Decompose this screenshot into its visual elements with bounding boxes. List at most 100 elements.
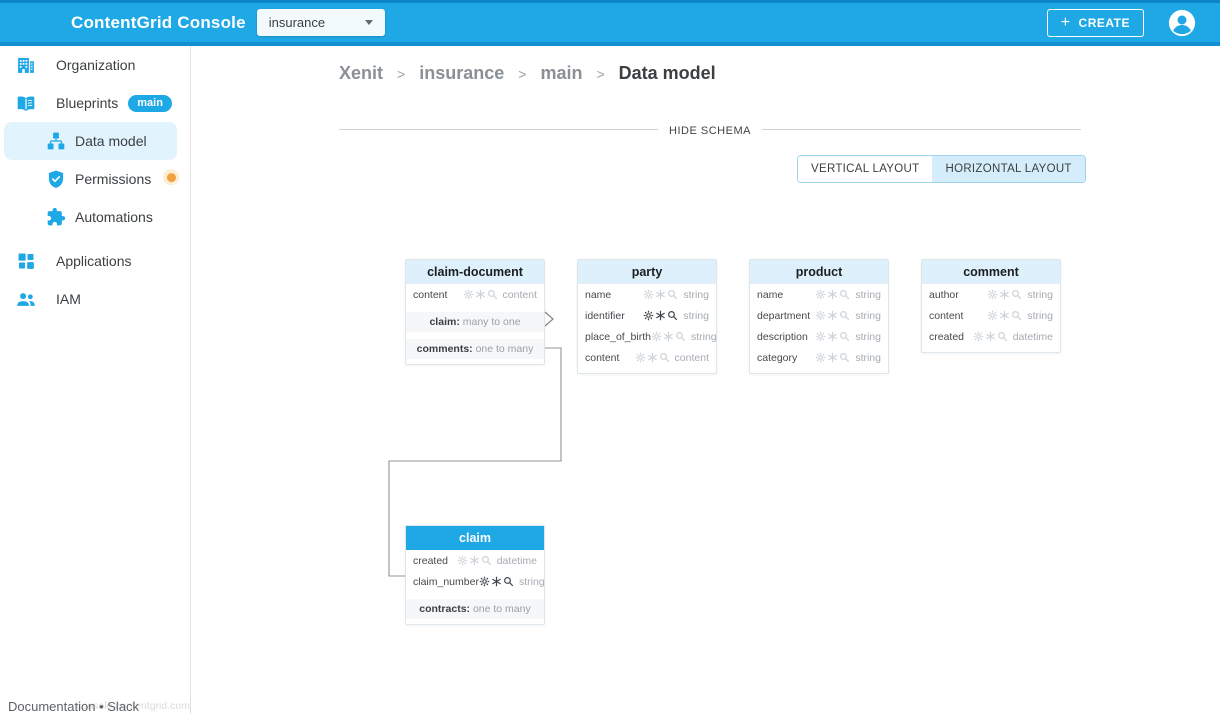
attribute-type: string	[1027, 309, 1053, 322]
entity-title[interactable]: party	[578, 260, 716, 284]
attribute-row-name[interactable]: name string	[750, 284, 888, 305]
asterisk-icon	[827, 352, 838, 363]
attribute-row-place_of_birth[interactable]: place_of_birth string	[578, 326, 717, 347]
attribute-flags	[815, 352, 850, 363]
entity-title[interactable]: claim-document	[406, 260, 544, 284]
book-icon	[16, 93, 36, 113]
hide-schema-button[interactable]: HIDE SCHEMA	[658, 125, 762, 137]
puzzle-icon	[46, 207, 66, 227]
relation-row-comments[interactable]: comments: one to many	[406, 339, 544, 359]
apps-icon	[16, 251, 36, 271]
entity-card-comment[interactable]: comment author string content string created d…	[921, 259, 1061, 353]
attribute-row-content[interactable]: content string	[922, 305, 1060, 326]
relation-row-contracts[interactable]: contracts: one to many	[406, 599, 544, 619]
slack-link[interactable]: Slack	[107, 699, 140, 714]
gear-icon	[987, 289, 998, 300]
gear-icon	[815, 352, 826, 363]
create-button[interactable]: + CREATE	[1046, 8, 1144, 37]
project-selector-dropdown[interactable]: insurance	[256, 9, 385, 36]
entity-title[interactable]: product	[750, 260, 888, 284]
breadcrumb-item-data-model: Data model	[618, 63, 716, 83]
magnifier-icon	[1011, 289, 1022, 300]
entity-card-claim[interactable]: claim created datetime claim_number string co…	[405, 525, 545, 625]
gear-icon	[987, 310, 998, 321]
schema-divider: HIDE SCHEMA	[339, 121, 1081, 138]
magnifier-icon	[675, 331, 686, 342]
asterisk-icon	[475, 289, 486, 300]
attribute-row-department[interactable]: department string	[750, 305, 888, 326]
attribute-name: author	[929, 288, 959, 301]
attribute-flags	[815, 289, 850, 300]
bullet-separator: •	[99, 699, 104, 714]
entity-card-party[interactable]: party name string identifier string place_of_…	[577, 259, 717, 374]
breadcrumb-item-main[interactable]: main	[540, 63, 583, 83]
attribute-type: string	[518, 575, 545, 588]
sidebar-item-permissions[interactable]: Permissions	[0, 160, 190, 198]
connector-arrow-icon	[544, 311, 554, 327]
attribute-row-description[interactable]: description string	[750, 326, 888, 347]
documentation-link[interactable]: Documentation	[8, 699, 96, 714]
attribute-flags	[987, 289, 1022, 300]
attribute-type: string	[1027, 288, 1053, 301]
entity-card-claim-document[interactable]: claim-document content content claim: many …	[405, 259, 545, 365]
sidebar-item-label: Blueprints	[56, 95, 119, 111]
user-avatar[interactable]	[1167, 8, 1197, 38]
gear-icon	[457, 555, 468, 566]
gear-icon	[643, 310, 654, 321]
relation-cardinality: many to one	[459, 316, 521, 328]
attribute-row-created[interactable]: created datetime	[922, 326, 1060, 347]
relation-row-claim[interactable]: claim: many to one	[406, 312, 544, 332]
attribute-row-category[interactable]: category string	[750, 347, 888, 368]
sidebar-item-label: Permissions	[75, 171, 152, 187]
asterisk-icon	[985, 331, 996, 342]
gear-icon	[635, 352, 646, 363]
asterisk-icon	[655, 289, 666, 300]
sidebar-item-applications[interactable]: Applications	[0, 242, 190, 280]
breadcrumb-item-xenit[interactable]: Xenit	[339, 63, 384, 83]
magnifier-icon	[997, 331, 1008, 342]
chevron-right-icon: >	[596, 65, 605, 82]
chevron-down-icon	[364, 20, 373, 25]
magnifier-icon	[481, 555, 492, 566]
breadcrumb-item-insurance[interactable]: insurance	[419, 63, 505, 83]
attribute-flags	[973, 331, 1008, 342]
attribute-row-identifier[interactable]: identifier string	[578, 305, 716, 326]
asterisk-icon	[663, 331, 674, 342]
sidebar-item-data-model[interactable]: Data model	[4, 122, 177, 160]
chevron-right-icon: >	[518, 65, 527, 82]
attribute-flags	[815, 331, 850, 342]
attribute-row-content[interactable]: content content	[578, 347, 716, 368]
gear-icon	[973, 331, 984, 342]
entity-title[interactable]: claim	[406, 526, 544, 550]
entity-title[interactable]: comment	[922, 260, 1060, 284]
attribute-row-created[interactable]: created datetime	[406, 550, 544, 571]
magnifier-icon	[667, 289, 678, 300]
attribute-row-author[interactable]: author string	[922, 284, 1060, 305]
avatar-icon	[1168, 9, 1196, 36]
attribute-type: content	[502, 288, 537, 301]
asterisk-icon	[827, 289, 838, 300]
gear-icon	[479, 576, 490, 587]
relation-name: claim:	[429, 316, 460, 328]
sidebar-item-label: Applications	[56, 253, 132, 269]
relation-name: contracts:	[419, 603, 471, 615]
entity-card-product[interactable]: product name string department string descrip…	[749, 259, 889, 374]
hierarchy-icon	[46, 131, 66, 151]
vertical-layout-button[interactable]: VERTICAL LAYOUT	[798, 156, 933, 182]
horizontal-layout-button[interactable]: HORIZONTAL LAYOUT	[932, 156, 1085, 182]
attribute-row-content[interactable]: content content	[406, 284, 544, 305]
sidebar-item-organization[interactable]: Organization	[0, 46, 190, 84]
sidebar-item-iam[interactable]: IAM	[0, 280, 190, 318]
asterisk-icon	[999, 289, 1010, 300]
gear-icon	[643, 289, 654, 300]
attribute-type: string	[855, 309, 881, 322]
sidebar-item-blueprints[interactable]: Blueprints main	[0, 84, 190, 122]
attribute-row-name[interactable]: name string	[578, 284, 716, 305]
attribute-row-claim_number[interactable]: claim_number string	[406, 571, 545, 592]
attribute-type: string	[683, 288, 709, 301]
magnifier-icon	[839, 310, 850, 321]
magnifier-icon	[839, 289, 850, 300]
sidebar: Organization Blueprints main Data model Perm…	[0, 46, 191, 714]
sidebar-item-automations[interactable]: Automations	[0, 198, 190, 236]
attribute-name: identifier	[585, 309, 625, 322]
